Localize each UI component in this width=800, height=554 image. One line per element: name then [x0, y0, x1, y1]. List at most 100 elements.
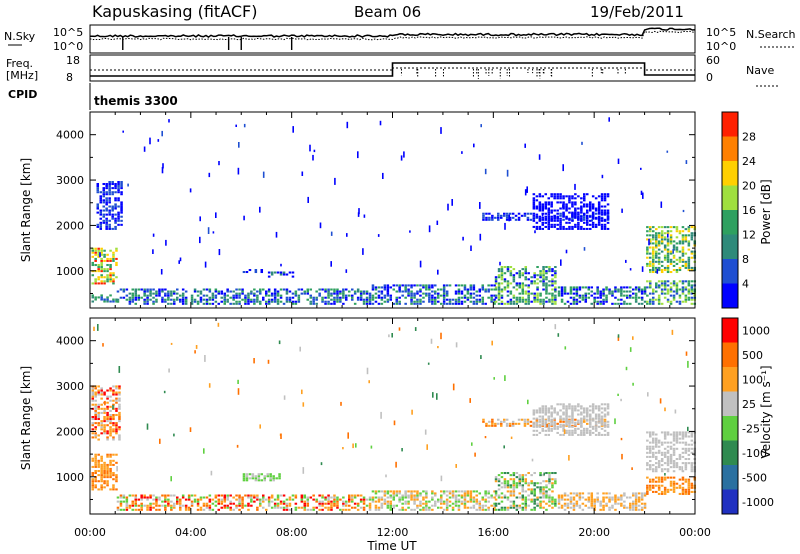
range-cell: [410, 492, 413, 495]
range-cell: [532, 225, 536, 228]
range-cell: [568, 425, 571, 428]
range-cell: [603, 225, 607, 228]
range-cell: [571, 216, 574, 219]
range-cell: [490, 494, 493, 497]
range-cell: [176, 502, 179, 505]
range-cell: [120, 215, 123, 218]
range-cell: [238, 504, 241, 507]
range-cell: [657, 260, 661, 263]
range-cell: [285, 498, 289, 501]
range-cell: [586, 209, 589, 212]
range-cell: [99, 201, 103, 204]
range-cell: [363, 214, 366, 218]
range-cell: [104, 400, 106, 406]
range-cell: [245, 475, 249, 478]
range-cell: [291, 296, 295, 299]
range-cell: [371, 284, 375, 287]
range-cell: [118, 418, 121, 421]
range-cell: [512, 278, 516, 281]
range-cell: [541, 409, 545, 412]
range-cell: [640, 298, 644, 301]
range-cell: [681, 455, 685, 458]
range-cell: [527, 484, 530, 487]
range-cell: [666, 244, 670, 247]
range-cell: [371, 294, 375, 297]
range-cell: [103, 482, 106, 485]
range-cell: [463, 284, 467, 287]
range-cell: [389, 294, 393, 297]
range-cell: [125, 508, 129, 511]
x-tick-label: 08:00: [276, 526, 308, 539]
range-cell: [235, 292, 238, 295]
range-cell: [398, 500, 401, 503]
range-cell: [351, 496, 354, 499]
range-cell: [306, 496, 310, 499]
range-cell: [597, 201, 601, 204]
range-cell: [586, 205, 589, 208]
range-cell: [117, 189, 120, 192]
range-cell: [599, 292, 602, 295]
range-cell: [300, 494, 304, 497]
range-cell: [448, 500, 452, 503]
range-cell: [572, 502, 576, 505]
range-cell: [672, 460, 676, 463]
range-cell: [587, 506, 591, 509]
range-cell: [672, 486, 676, 489]
range-cell: [413, 300, 416, 303]
range-cell: [652, 269, 655, 272]
range-cell: [260, 479, 264, 482]
range-cell: [563, 288, 567, 291]
range-cell: [108, 191, 111, 194]
range-cell: [596, 290, 599, 293]
range-cell: [184, 298, 188, 301]
range-cell: [96, 205, 100, 208]
range-cell: [466, 506, 470, 509]
range-cell: [532, 217, 536, 220]
range-cell: [682, 209, 685, 213]
range-cell: [611, 498, 614, 501]
range-cell: [103, 461, 106, 464]
range-cell: [666, 240, 670, 243]
range-cell: [541, 227, 545, 230]
range-cell: [457, 296, 461, 299]
range-cell: [260, 269, 264, 272]
range-cell: [102, 187, 106, 190]
range-cell: [152, 502, 155, 505]
range-cell: [603, 407, 607, 410]
range-cell: [478, 492, 482, 495]
range-cell: [419, 290, 422, 293]
range-cell: [103, 420, 106, 423]
range-cell: [356, 508, 360, 511]
range-cell: [542, 270, 545, 273]
range-cell: [173, 504, 176, 507]
range-cell: [586, 211, 589, 214]
range-cell: [100, 467, 103, 470]
range-cell: [577, 195, 580, 198]
range-cell: [345, 269, 348, 273]
range-cell: [117, 183, 120, 186]
range-cell: [167, 502, 170, 505]
range-cell: [520, 214, 524, 217]
range-cell: [566, 502, 570, 505]
range-cell: [285, 288, 289, 291]
range-cell: [235, 302, 238, 305]
range-cell: [583, 433, 586, 436]
range-cell: [94, 465, 97, 468]
range-cell: [681, 254, 685, 257]
range-cell: [545, 492, 548, 495]
range-cell: [614, 296, 617, 299]
range-cell: [562, 213, 565, 216]
range-cell: [152, 494, 155, 497]
range-cell: [425, 506, 428, 509]
range-cell: [97, 470, 100, 473]
range-cell: [167, 298, 170, 301]
range-cell: [380, 292, 384, 295]
range-cell: [100, 261, 103, 264]
range-cell: [672, 449, 676, 452]
range-cell: [663, 238, 667, 241]
range-cell: [413, 494, 416, 497]
range-cell: [312, 296, 315, 299]
range-cell: [120, 181, 123, 184]
range-cell: [445, 494, 449, 497]
range-cell: [554, 296, 557, 299]
